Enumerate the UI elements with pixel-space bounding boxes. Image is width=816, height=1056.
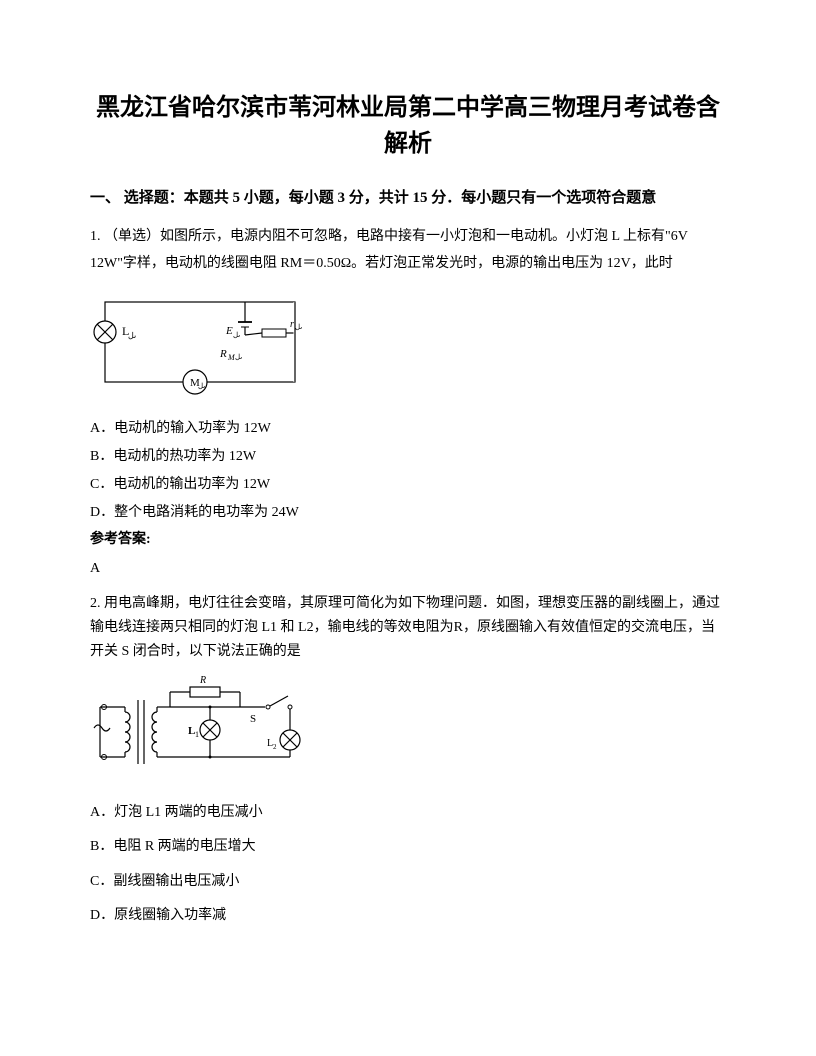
answer-label: 参考答案:: [90, 529, 726, 551]
q2-option-c: C．副线圈输出电压减小: [90, 871, 726, 893]
q1-option-b: B．电动机的热功率为 12W: [90, 444, 726, 469]
section-header: 一、 选择题：本题共 5 小题，每小题 3 分，共计 15 分．每小题只有一个选…: [90, 186, 726, 210]
q1-answer: A: [90, 558, 726, 580]
question-1: 1. （单选）如图所示，电源内阻不可忽略，电路中接有一小灯泡和一电动机。小灯泡 …: [90, 224, 726, 277]
svg-text:1: 1: [195, 730, 199, 739]
svg-text:R: R: [199, 675, 206, 686]
q1-option-c: C．电动机的输出功率为 12W: [90, 472, 726, 497]
svg-text:S: S: [250, 713, 256, 725]
svg-text:E: E: [225, 325, 233, 337]
question-2: 2. 用电高峰期，电灯往往会变暗，其原理可简化为如下物理问题．如图，理想变压器的…: [90, 592, 726, 663]
q1-option-a: A．电动机的输入功率为 12W: [90, 416, 726, 441]
svg-text:r: r: [290, 319, 294, 330]
svg-text:2: 2: [273, 743, 277, 751]
svg-text:R: R: [219, 348, 227, 360]
svg-text:ىل: ىل: [235, 353, 242, 361]
svg-text:ىل: ىل: [295, 323, 302, 331]
q2-option-b: B．电阻 R 两端的电压增大: [90, 836, 726, 858]
svg-text:ىل: ىل: [128, 331, 136, 340]
svg-text:ىل: ىل: [198, 382, 205, 390]
svg-text:ىل: ىل: [233, 331, 240, 339]
q1-text: 1. （单选）如图所示，电源内阻不可忽略，电路中接有一小灯泡和一电动机。小灯泡 …: [90, 229, 688, 271]
q2-text: 2. 用电高峰期，电灯往往会变暗，其原理可简化为如下物理问题．如图，理想变压器的…: [90, 596, 720, 659]
q2-option-d: D．原线圈输入功率减: [90, 905, 726, 927]
page-title: 黑龙江省哈尔滨市苇河林业局第二中学高三物理月考试卷含解析: [90, 90, 726, 162]
circuit-diagram-2: R L 1 S L 2: [90, 672, 726, 790]
q1-option-d: D．整个电路消耗的电功率为 24W: [90, 500, 726, 525]
q2-option-a: A．灯泡 L1 两端的电压减小: [90, 802, 726, 824]
circuit-diagram-1: L ىل E ىل r ىل R M ىل M ىل: [90, 287, 726, 405]
